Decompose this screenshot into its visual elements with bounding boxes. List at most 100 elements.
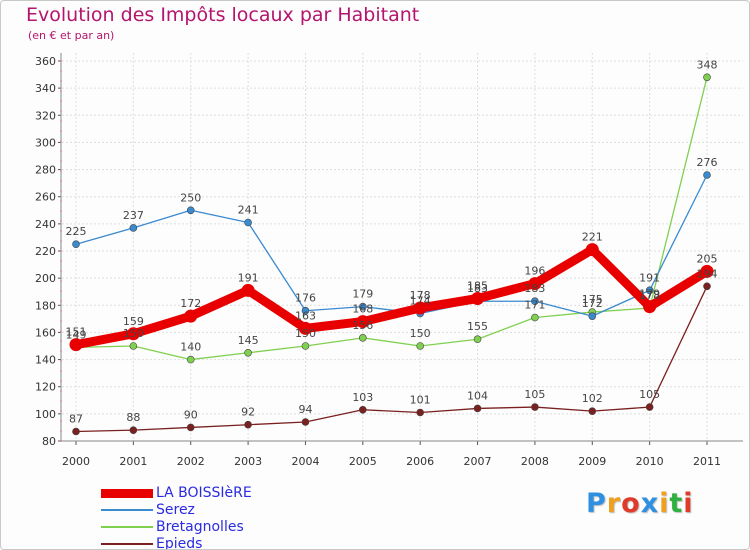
data-label: 90 (184, 408, 198, 421)
data-point (241, 283, 255, 297)
data-point (645, 286, 654, 295)
x-tick-label: 2002 (177, 455, 205, 468)
series-line-1 (75, 174, 708, 317)
data-label: 196 (524, 265, 545, 278)
x-tick-label: 2011 (693, 455, 721, 468)
data-label: 225 (66, 225, 87, 238)
data-label: 178 (639, 289, 660, 302)
data-label: 191 (639, 271, 660, 284)
data-point (356, 315, 370, 329)
y-axis-dot (60, 130, 62, 132)
data-label: 155 (467, 320, 488, 333)
data-label: 183 (524, 282, 545, 295)
x-tick-label: 2001 (119, 455, 147, 468)
y-axis-dot (60, 270, 62, 272)
y-axis-dot (60, 210, 62, 212)
series-layer (69, 73, 714, 436)
data-label: 241 (238, 204, 259, 217)
data-label: 101 (410, 394, 431, 407)
data-point (531, 297, 539, 306)
y-tick-label: 140 (35, 354, 56, 367)
data-point (416, 342, 424, 350)
y-axis-dot (60, 220, 62, 222)
data-label: 149 (66, 328, 87, 341)
x-tick-label: 2003 (234, 455, 262, 468)
x-tick-label: 2008 (521, 455, 549, 468)
y-tick-label: 100 (35, 408, 56, 421)
y-axis-dot (60, 420, 62, 422)
series-line-3 (75, 285, 708, 433)
data-point (129, 426, 138, 434)
data-label: 276 (697, 156, 718, 169)
legend-label: Bretagnolles (156, 519, 244, 535)
logo-letter: t (669, 488, 684, 519)
x-tick-label: 2006 (406, 455, 434, 468)
data-point (528, 277, 542, 291)
data-label: 102 (582, 392, 603, 405)
data-point (184, 309, 198, 323)
data-point (413, 301, 427, 315)
data-label: 87 (69, 413, 83, 426)
data-label: 178 (410, 289, 431, 302)
data-label: 150 (295, 327, 316, 340)
y-tick-label: 340 (35, 82, 56, 95)
data-point (531, 403, 539, 411)
x-tick-label: 2007 (464, 455, 492, 468)
data-label: 183 (467, 282, 488, 295)
logo-letter: r (606, 488, 622, 519)
y-axis-dot (60, 230, 62, 232)
data-point (703, 73, 711, 82)
data-point (244, 218, 252, 227)
x-tick-label: 2000 (62, 455, 90, 468)
y-axis-dot (60, 70, 62, 72)
x-tick-label: 2004 (291, 455, 319, 468)
axes-layer: 80 100 120 140 160 180 200 220 240 260 280 300 320 34… (35, 53, 743, 468)
y-tick-label: 180 (35, 299, 56, 312)
legend-label: Epieds (156, 536, 203, 550)
y-axis-dot (60, 180, 62, 182)
data-label: 94 (298, 403, 312, 416)
series-line-0 (71, 245, 712, 350)
data-point (301, 306, 310, 315)
chart-title: Evolution des Impôts locaux par Habitant (26, 4, 420, 26)
y-tick-label: 280 (35, 164, 56, 177)
data-label: 105 (639, 388, 660, 401)
y-axis-dot (60, 120, 62, 122)
data-point (359, 334, 367, 342)
data-label: 179 (639, 288, 660, 301)
data-point (531, 313, 539, 322)
data-label: 191 (238, 271, 259, 284)
y-axis-dot (60, 100, 62, 102)
data-point (473, 335, 482, 344)
y-axis-dot (60, 290, 62, 292)
grid-layer (62, 53, 743, 441)
y-axis-dot (60, 150, 62, 152)
x-tick-label: 2009 (578, 455, 606, 468)
legend-label: LA BOISSIèRE (156, 485, 252, 501)
data-point (645, 403, 654, 411)
logo-letter: o (621, 488, 641, 519)
data-point (244, 348, 252, 357)
legend-swatch (101, 509, 153, 511)
x-tick-label: 2010 (636, 455, 664, 468)
y-axis-dot (60, 80, 62, 82)
y-axis-dot (60, 340, 62, 342)
y-axis-dot (60, 360, 62, 362)
y-tick-label: 360 (35, 55, 56, 68)
data-point (72, 240, 80, 249)
data-label: 194 (697, 267, 718, 280)
y-tick-label: 300 (35, 136, 56, 149)
data-point (643, 300, 657, 314)
data-point (298, 321, 312, 335)
y-axis-dot (60, 90, 62, 92)
data-label: 159 (123, 315, 144, 328)
data-point (471, 292, 485, 305)
data-point (186, 355, 195, 364)
data-label: 221 (582, 231, 603, 244)
data-label: 172 (582, 297, 603, 310)
data-point (588, 312, 597, 320)
y-tick-label: 80 (42, 435, 56, 448)
y-axis-dot (60, 250, 62, 252)
data-label: 171 (524, 299, 545, 312)
data-point (126, 327, 140, 341)
